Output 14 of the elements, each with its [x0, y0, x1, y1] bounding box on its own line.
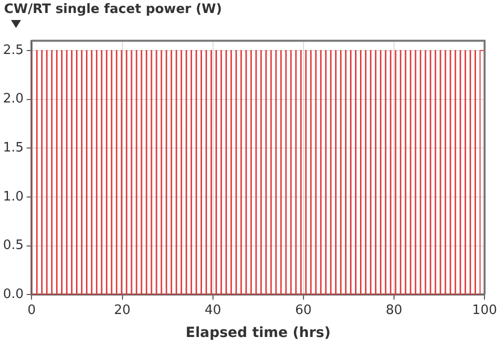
- y-tick-label: 0.0: [2, 286, 24, 302]
- y-tick-label: 2.5: [2, 42, 24, 58]
- x-tick-label: 20: [114, 302, 131, 318]
- y-tick-label: 1.0: [2, 189, 24, 204]
- x-axis-title: Elapsed time (hrs): [186, 325, 331, 342]
- chart-title: CW/RT single facet power (W): [4, 2, 222, 17]
- x-tick-label: 0: [28, 302, 36, 318]
- x-tick-label: 80: [386, 302, 402, 318]
- y-tick-label: 2.0: [2, 92, 24, 107]
- x-tick-label: 40: [204, 302, 222, 318]
- x-tick-label: 60: [295, 302, 312, 318]
- y-tick-label: 0.5: [2, 238, 24, 254]
- y-tick-label: 1.5: [2, 140, 24, 156]
- x-tick-label: 100: [472, 302, 498, 318]
